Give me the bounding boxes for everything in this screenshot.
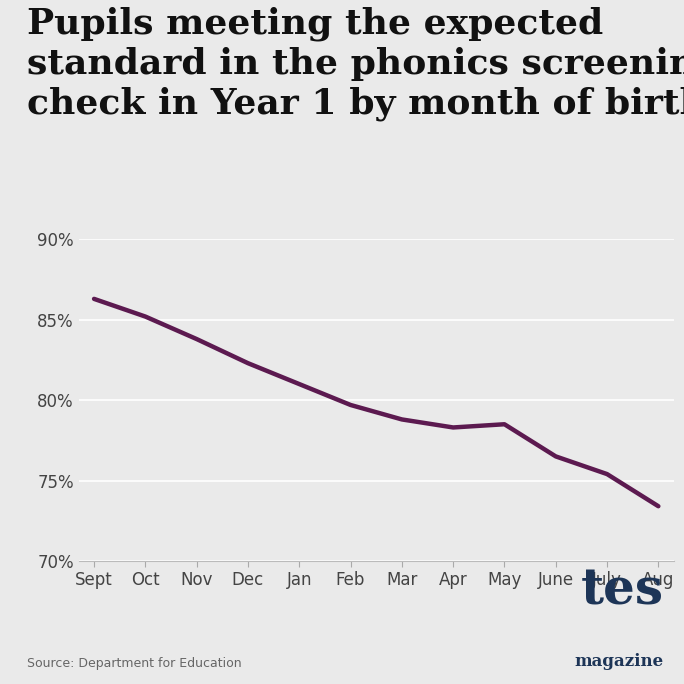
Text: magazine: magazine <box>575 653 663 670</box>
Text: tes: tes <box>581 566 663 616</box>
Text: Source: Department for Education: Source: Department for Education <box>27 657 242 670</box>
Text: Pupils meeting the expected
standard in the phonics screening
check in Year 1 by: Pupils meeting the expected standard in … <box>27 7 684 121</box>
